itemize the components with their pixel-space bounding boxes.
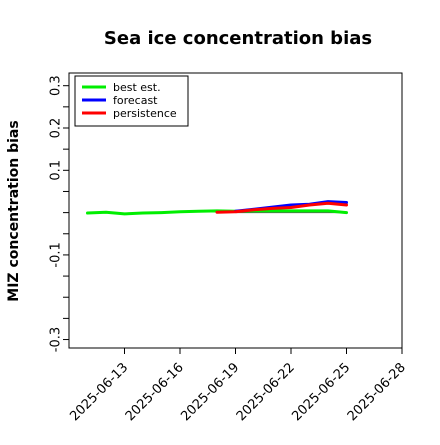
x-tick-label: 2025-06-16 bbox=[123, 360, 187, 424]
x-tick-label: 2025-06-22 bbox=[234, 360, 298, 424]
y-axis-label: MIZ concentration bias bbox=[6, 120, 22, 301]
x-tick-label: 2025-06-19 bbox=[178, 360, 242, 424]
y-tick-label: 0.3 bbox=[49, 75, 64, 96]
legend-label-persistence: persistence bbox=[113, 107, 177, 120]
y-tick-label: -0.3 bbox=[49, 327, 64, 352]
legend-label-best-est: best est. bbox=[113, 81, 161, 94]
y-tick-label: 0.1 bbox=[49, 160, 64, 181]
y-tick-label: -0.1 bbox=[49, 242, 64, 267]
x-tick-label: 2025-06-28 bbox=[345, 360, 409, 424]
chart-title: Sea ice concentration bias bbox=[104, 28, 372, 49]
x-tick-label: 2025-06-25 bbox=[289, 360, 353, 424]
x-tick-label: 2025-06-13 bbox=[67, 360, 131, 424]
series-layer bbox=[86, 200, 348, 216]
legend-label-forecast: forecast bbox=[113, 94, 158, 107]
series-line-persistence bbox=[215, 201, 348, 214]
y-tick-label: 0.2 bbox=[49, 118, 64, 139]
